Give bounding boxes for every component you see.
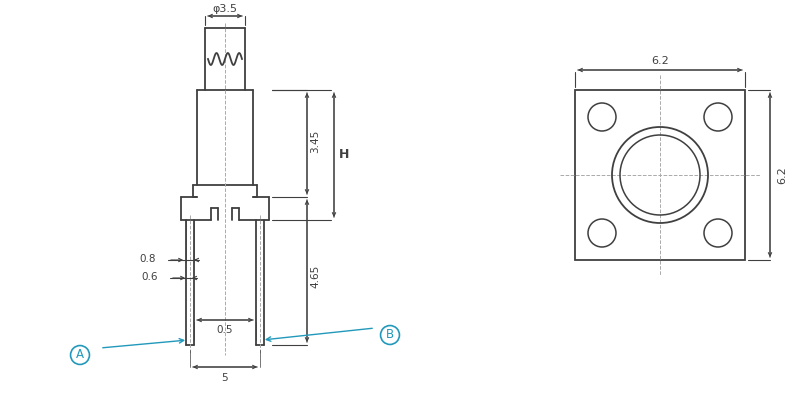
Text: 5: 5 xyxy=(222,373,228,383)
Text: 3.45: 3.45 xyxy=(310,130,320,153)
Text: 4.65: 4.65 xyxy=(310,265,320,287)
Text: 6.2: 6.2 xyxy=(777,166,787,184)
Text: 0.8: 0.8 xyxy=(139,254,156,264)
Bar xyxy=(575,90,745,260)
Text: A: A xyxy=(76,348,84,362)
Text: 0.5: 0.5 xyxy=(217,325,234,335)
Text: B: B xyxy=(386,329,394,341)
Text: 0.6: 0.6 xyxy=(142,272,158,282)
Text: φ3.5: φ3.5 xyxy=(213,4,238,14)
Text: 6.2: 6.2 xyxy=(651,56,669,66)
Text: H: H xyxy=(339,148,349,162)
